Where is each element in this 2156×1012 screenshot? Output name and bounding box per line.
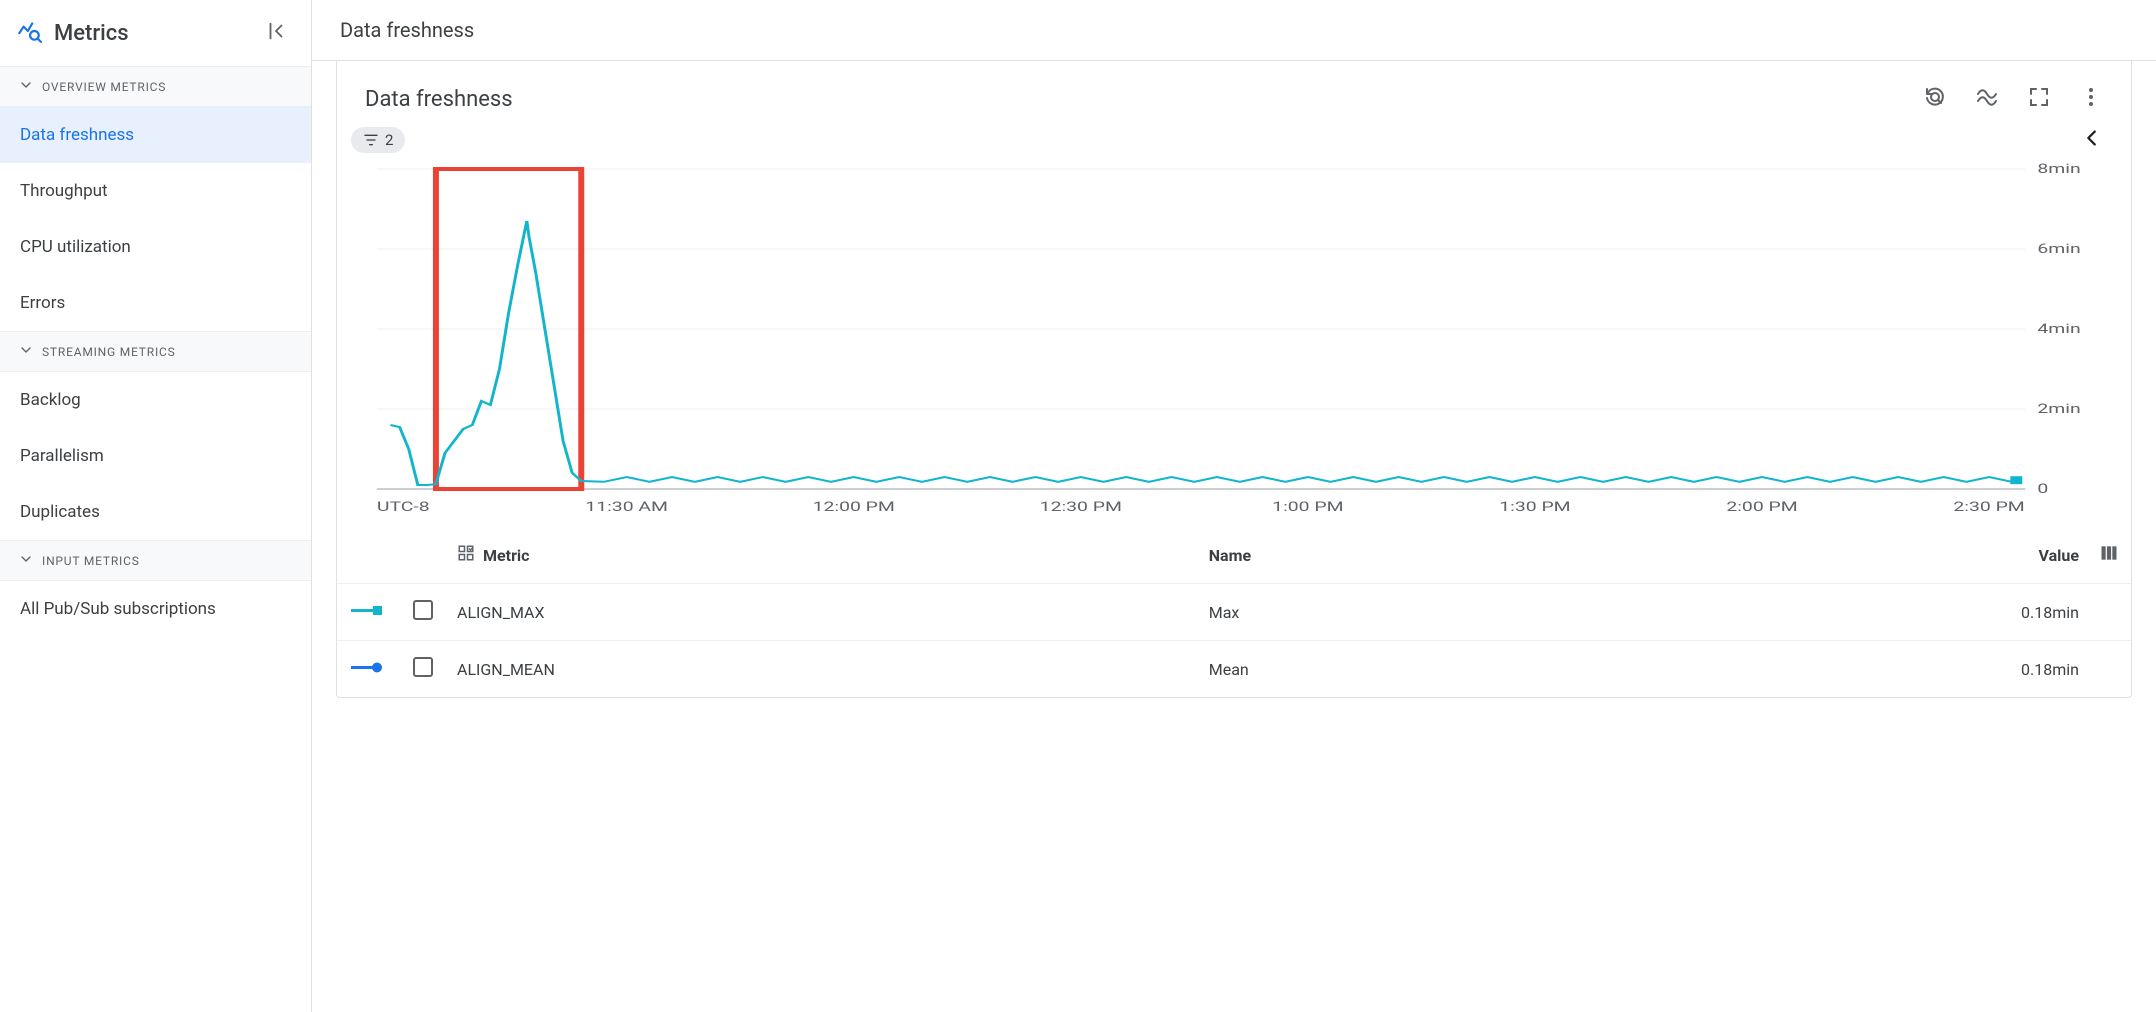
svg-text:8min: 8min — [2037, 163, 2080, 177]
filter-count: 2 — [385, 131, 393, 149]
value-cell: 0.18min — [1606, 641, 2087, 698]
chevron-down-icon — [18, 342, 34, 361]
sidebar-item[interactable]: Data freshness — [0, 107, 311, 163]
sidebar-title: Metrics — [54, 21, 249, 46]
svg-text:1:30 PM: 1:30 PM — [1499, 500, 1570, 515]
sidebar-section-label: STREAMING METRICS — [42, 345, 176, 359]
sidebar-section-header[interactable]: OVERVIEW METRICS — [0, 66, 311, 107]
sidebar-item[interactable]: Parallelism — [0, 428, 311, 484]
filter-row: 2 — [337, 121, 2131, 163]
reset-zoom-icon[interactable] — [1923, 85, 1947, 113]
svg-text:4min: 4min — [2037, 322, 2080, 337]
svg-text:UTC-8: UTC-8 — [377, 500, 430, 515]
sidebar-item[interactable]: Backlog — [0, 372, 311, 428]
svg-text:6min: 6min — [2037, 242, 2080, 257]
metric-grid-icon — [457, 544, 475, 566]
sidebar-item[interactable]: Duplicates — [0, 484, 311, 540]
chevron-down-icon — [18, 77, 34, 96]
col-name[interactable]: Name — [1197, 527, 1606, 584]
filter-chip[interactable]: 2 — [351, 127, 405, 153]
metrics-icon — [16, 18, 42, 48]
series-checkbox[interactable] — [413, 600, 433, 620]
sidebar-section-label: OVERVIEW METRICS — [42, 80, 166, 94]
more-options-icon[interactable] — [2079, 85, 2103, 113]
legend-table: Metric Name Value ALIGN_MAXMax0.18minALI… — [337, 527, 2131, 697]
svg-text:12:30 PM: 12:30 PM — [1040, 500, 1122, 515]
chart-panel: Data freshness 2 — [336, 61, 2132, 698]
panel-title: Data freshness — [365, 87, 1923, 112]
series-checkbox[interactable] — [413, 657, 433, 677]
panel-toolbar — [1923, 85, 2103, 113]
chart-area[interactable]: 0 2min 4min 6min 8min UTC-8 11:30 AM 12:00 PM 12… — [353, 163, 2115, 523]
series-swatch-icon — [349, 658, 389, 676]
sidebar-section-label: INPUT METRICS — [42, 554, 140, 568]
sidebar-item[interactable]: CPU utilization — [0, 219, 311, 275]
filter-icon — [363, 132, 379, 148]
sidebar-section-header[interactable]: INPUT METRICS — [0, 540, 311, 581]
sidebar: Metrics OVERVIEW METRICS Data freshnessTh… — [0, 0, 312, 1012]
svg-text:2:30 PM: 2:30 PM — [1953, 500, 2024, 515]
value-cell: 0.18min — [1606, 584, 2087, 641]
svg-text:2min: 2min — [2037, 402, 2080, 417]
sidebar-item[interactable]: All Pub/Sub subscriptions — [0, 581, 311, 637]
svg-text:2:00 PM: 2:00 PM — [1726, 500, 1797, 515]
main-content: Data freshness Data freshness — [312, 0, 2156, 1012]
col-value[interactable]: Value — [1606, 527, 2087, 584]
page-title: Data freshness — [312, 0, 2156, 61]
svg-text:12:00 PM: 12:00 PM — [813, 500, 895, 515]
fullscreen-icon[interactable] — [2027, 85, 2051, 113]
series-swatch-icon — [349, 601, 389, 619]
collapse-legend-button[interactable] — [2081, 127, 2103, 153]
name-cell: Max — [1197, 584, 1606, 641]
sidebar-header: Metrics — [0, 0, 311, 66]
sidebar-item[interactable]: Errors — [0, 275, 311, 331]
sidebar-item[interactable]: Throughput — [0, 163, 311, 219]
svg-text:11:30 AM: 11:30 AM — [585, 500, 668, 515]
column-settings-icon[interactable] — [2087, 527, 2131, 584]
svg-text:1:00 PM: 1:00 PM — [1272, 500, 1343, 515]
collapse-sidebar-button[interactable] — [261, 16, 291, 50]
panel-titlebar: Data freshness — [337, 61, 2131, 121]
metric-cell: ALIGN_MEAN — [445, 641, 1197, 698]
table-row[interactable]: ALIGN_MEANMean0.18min — [337, 641, 2131, 698]
col-metric[interactable]: Metric — [445, 527, 1197, 584]
metric-cell: ALIGN_MAX — [445, 584, 1197, 641]
svg-text:0: 0 — [2037, 482, 2048, 497]
chevron-down-icon — [18, 551, 34, 570]
name-cell: Mean — [1197, 641, 1606, 698]
sidebar-section-header[interactable]: STREAMING METRICS — [0, 331, 311, 372]
table-row[interactable]: ALIGN_MAXMax0.18min — [337, 584, 2131, 641]
legend-toggle-icon[interactable] — [1975, 85, 1999, 113]
